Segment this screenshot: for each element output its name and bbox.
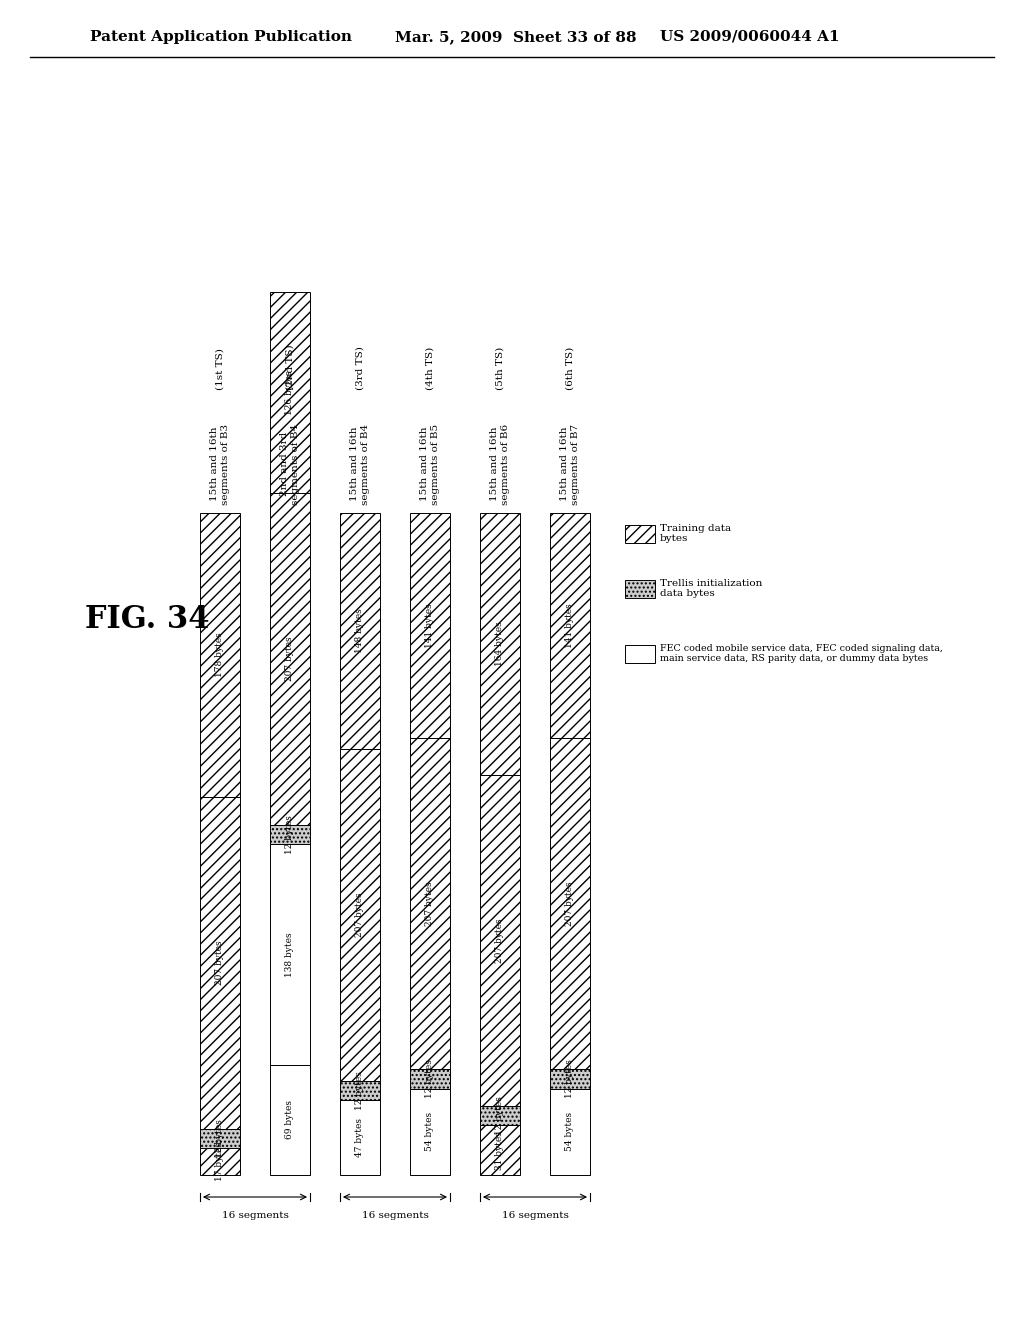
Bar (625, 524, 655, 543)
Bar (410, 738, 450, 1069)
Text: Patent Application Publication: Patent Application Publication (90, 30, 352, 44)
Text: 138 bytes: 138 bytes (286, 932, 295, 977)
Text: 207 bytes: 207 bytes (355, 892, 365, 937)
Text: 69 bytes: 69 bytes (286, 1101, 295, 1139)
Text: 17 bytes: 17 bytes (215, 1142, 224, 1181)
Bar (270, 494, 310, 825)
Bar (270, 843, 310, 1065)
Bar (410, 512, 450, 738)
Bar (270, 825, 310, 843)
Text: 15th and 16th
segments of B5: 15th and 16th segments of B5 (420, 424, 439, 504)
Text: (5th TS): (5th TS) (496, 346, 505, 389)
Bar (340, 1081, 380, 1100)
Text: 12 bytes: 12 bytes (286, 814, 295, 854)
Text: 141 bytes: 141 bytes (426, 603, 434, 648)
Text: 15th and 16th
segments of B3: 15th and 16th segments of B3 (210, 424, 229, 504)
Text: 15th and 16th
segments of B4: 15th and 16th segments of B4 (350, 424, 370, 504)
Bar (200, 797, 240, 1129)
Text: 47 bytes: 47 bytes (355, 1118, 365, 1156)
Bar (625, 644, 655, 663)
Text: 54 bytes: 54 bytes (565, 1113, 574, 1151)
Text: 164 bytes: 164 bytes (496, 622, 505, 667)
Text: 126 bytes: 126 bytes (286, 371, 295, 414)
Bar (200, 512, 240, 797)
Bar (550, 512, 590, 738)
Text: (6th TS): (6th TS) (565, 346, 574, 389)
Bar (340, 1100, 380, 1175)
Text: (4th TS): (4th TS) (426, 346, 434, 389)
Bar (270, 292, 310, 494)
Text: 207 bytes: 207 bytes (426, 882, 434, 927)
Text: 12 bytes: 12 bytes (496, 1097, 505, 1135)
Text: 15th and 16th
segments of B6: 15th and 16th segments of B6 (490, 424, 510, 504)
Bar (340, 512, 380, 750)
Text: 178 bytes: 178 bytes (215, 632, 224, 677)
Text: 12 bytes: 12 bytes (355, 1071, 365, 1110)
Text: 148 bytes: 148 bytes (355, 609, 365, 653)
Bar (340, 750, 380, 1081)
Bar (200, 1129, 240, 1148)
Text: 16 segments: 16 segments (221, 1210, 289, 1220)
Text: 54 bytes: 54 bytes (426, 1113, 434, 1151)
Text: (2nd TS): (2nd TS) (286, 345, 295, 389)
Text: 141 bytes: 141 bytes (565, 603, 574, 648)
Bar (410, 1089, 450, 1175)
Text: FEC coded mobile service data, FEC coded signaling data,
main service data, RS p: FEC coded mobile service data, FEC coded… (660, 644, 943, 663)
Bar (270, 1065, 310, 1175)
Text: (1st TS): (1st TS) (215, 347, 224, 389)
Text: 31 bytes: 31 bytes (496, 1131, 505, 1170)
Bar (480, 1106, 520, 1126)
Text: 2nd and 3rd
segments of B4: 2nd and 3rd segments of B4 (281, 424, 300, 504)
Bar (550, 738, 590, 1069)
Text: 207 bytes: 207 bytes (286, 636, 295, 681)
Text: 207 bytes: 207 bytes (496, 919, 505, 962)
Bar (200, 1148, 240, 1175)
Text: FIG. 34: FIG. 34 (85, 605, 210, 635)
Text: 12 bytes: 12 bytes (215, 1119, 224, 1158)
Bar (550, 1089, 590, 1175)
Text: Mar. 5, 2009  Sheet 33 of 88: Mar. 5, 2009 Sheet 33 of 88 (395, 30, 637, 44)
Text: Training data
bytes: Training data bytes (660, 524, 731, 544)
Text: 12 bytes: 12 bytes (426, 1060, 434, 1098)
Bar (480, 1126, 520, 1175)
Text: 16 segments: 16 segments (502, 1210, 568, 1220)
Text: US 2009/0060044 A1: US 2009/0060044 A1 (660, 30, 840, 44)
Text: (3rd TS): (3rd TS) (355, 346, 365, 389)
Bar (550, 1069, 590, 1089)
Bar (410, 1069, 450, 1089)
Bar (480, 775, 520, 1106)
Bar (625, 579, 655, 598)
Text: 16 segments: 16 segments (361, 1210, 428, 1220)
Text: 207 bytes: 207 bytes (565, 882, 574, 927)
Text: Trellis initialization
data bytes: Trellis initialization data bytes (660, 579, 763, 598)
Bar (480, 512, 520, 775)
Text: 12 bytes: 12 bytes (565, 1060, 574, 1098)
Text: 15th and 16th
segments of B7: 15th and 16th segments of B7 (560, 424, 580, 504)
Text: 207 bytes: 207 bytes (215, 941, 224, 985)
